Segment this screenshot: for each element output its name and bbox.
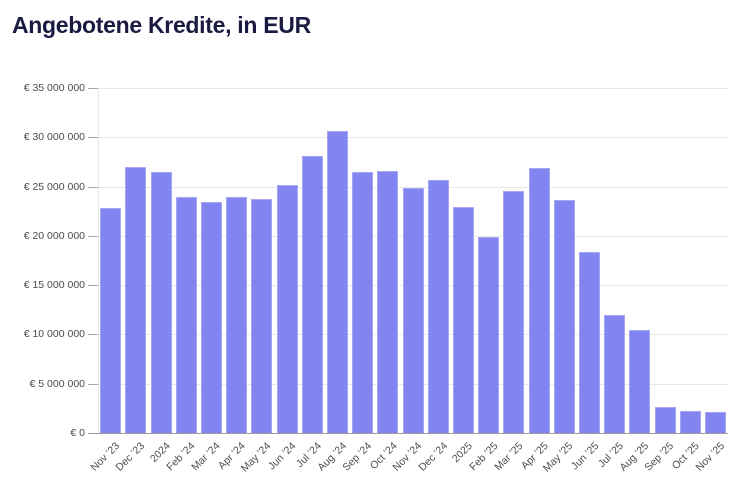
y-tick-mark (88, 334, 98, 336)
bar-chart: € 35 000 000 € 30 000 000 € 25 000 000 € 20… (0, 82, 734, 474)
bar-Mar ’25 (503, 190, 525, 433)
bar-Dec ’24 (427, 179, 449, 433)
y-tick-label: € 30 000 000 (23, 131, 85, 144)
x-axis-line (88, 433, 728, 434)
bar-Aug ’25 (629, 330, 651, 433)
y-tick-label: € 25 000 000 (23, 180, 85, 193)
y-tick-mark (88, 285, 98, 287)
bar-Oct ’25 (679, 411, 701, 433)
bar-Jun ’25 (578, 251, 600, 433)
bar-Nov ’25 (704, 412, 726, 433)
bar-Sep ’25 (654, 407, 676, 433)
bar-Nov ’23 (100, 208, 122, 433)
y-axis-line (98, 88, 99, 433)
bar-Apr ’24 (226, 197, 248, 433)
bar-Mar ’24 (200, 202, 222, 433)
y-tick-label: € 0 (70, 427, 85, 439)
bar-Jun ’24 (276, 184, 298, 433)
x-tick-label: Jun ’25 (568, 440, 601, 473)
y-tick-label: € 20 000 000 (23, 229, 85, 242)
bar-Dec ’23 (125, 166, 147, 433)
y-tick-mark (88, 186, 98, 188)
bar-May ’25 (553, 200, 575, 433)
chart-title: Angebotene Kredite, in EUR (12, 12, 311, 38)
bar-Nov ’24 (402, 187, 424, 433)
y-tick-mark (88, 137, 98, 139)
bar-2024 (150, 171, 172, 433)
y-tick-mark (88, 88, 98, 89)
y-gridline (98, 137, 728, 139)
bar-Apr ’25 (528, 167, 550, 433)
bar-Oct ’24 (377, 170, 399, 433)
y-tick-mark (88, 235, 98, 237)
bar-Feb ’25 (478, 236, 500, 433)
bar-Jul ’24 (301, 156, 323, 433)
bar-Aug ’24 (326, 131, 348, 433)
y-tick-label: € 10 000 000 (23, 328, 85, 341)
bar-Jul ’25 (604, 314, 626, 433)
bar-May ’24 (251, 199, 273, 433)
y-gridline (98, 186, 728, 188)
bar-Feb ’24 (175, 197, 197, 433)
bar-Sep ’24 (352, 171, 374, 433)
y-tick-mark (88, 383, 98, 385)
y-tick-label: € 5 000 000 (29, 377, 85, 390)
bar-2025 (452, 207, 474, 433)
y-gridline (98, 88, 728, 89)
y-tick-label: € 35 000 000 (23, 82, 85, 94)
y-tick-label: € 15 000 000 (23, 279, 85, 292)
